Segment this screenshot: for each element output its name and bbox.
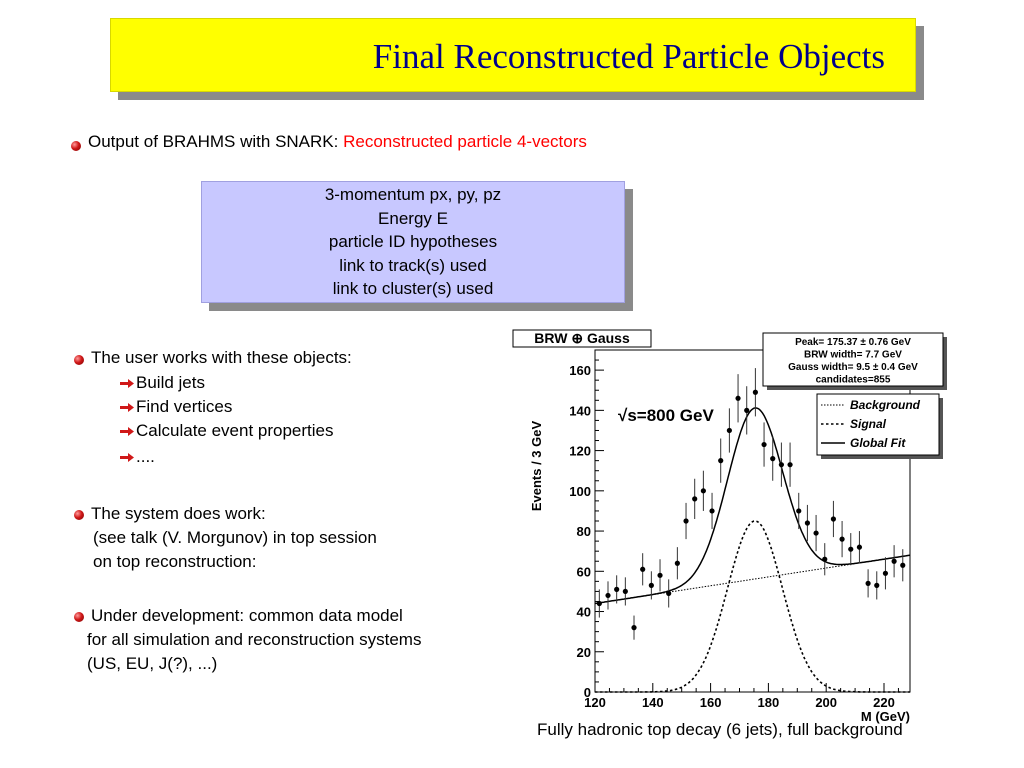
y-tick-label: 60 xyxy=(577,564,591,579)
data-point xyxy=(839,536,845,542)
data-point xyxy=(744,407,750,413)
box-line: Energy E xyxy=(378,208,448,228)
data-point xyxy=(631,625,637,631)
x-tick-label: 140 xyxy=(642,695,664,710)
data-point xyxy=(718,458,724,464)
slide-title: Final Reconstructed Particle Objects xyxy=(372,37,885,76)
data-point xyxy=(640,566,646,572)
signal-curve xyxy=(595,520,910,693)
stats-line: candidates=855 xyxy=(816,375,891,386)
sub-bullet-arrow-icon xyxy=(120,427,134,436)
legend-label: Background xyxy=(850,398,921,412)
data-point xyxy=(674,560,680,566)
data-point xyxy=(874,582,880,588)
bullet-system-line1: The system does work: xyxy=(91,504,266,523)
data-point xyxy=(735,395,741,401)
bullet-user-text: The user works with these objects: xyxy=(91,348,352,367)
bullet-system-line3: on top reconstruction: xyxy=(93,552,257,571)
sub-item-event-properties: Calculate event properties xyxy=(136,421,334,440)
bullet-system-line2: (see talk (V. Morgunov) in top session xyxy=(93,528,377,547)
data-point xyxy=(882,570,889,576)
data-point xyxy=(700,488,706,494)
global-fit-curve xyxy=(594,407,911,605)
x-tick-label: 160 xyxy=(700,695,722,710)
bullet-icon xyxy=(74,510,84,520)
chart-title-box xyxy=(512,329,652,348)
legend-label: Global Fit xyxy=(850,436,906,450)
box-line: 3-momentum px, py, pz xyxy=(324,185,502,204)
data-point xyxy=(804,520,811,526)
sub-bullet-arrow-icon xyxy=(120,379,134,388)
data-point xyxy=(778,462,784,468)
chart-caption: Fully hadronic top decay (6 jets), full … xyxy=(537,720,903,739)
data-point xyxy=(726,427,732,434)
y-tick-label: 40 xyxy=(577,605,591,620)
bullet-icon xyxy=(74,355,84,365)
stats-line: BRW width= 7.7 GeV xyxy=(804,350,902,361)
data-point xyxy=(596,600,602,607)
data-point xyxy=(770,456,776,462)
stats-line: Gauss width= 9.5 ± 0.4 GeV xyxy=(788,362,918,373)
bullet-development-line3: (US, EU, J(?), ...) xyxy=(87,654,218,673)
data-point xyxy=(605,592,611,599)
data-point xyxy=(830,516,837,522)
box-line: link to track(s) used xyxy=(339,255,487,275)
data-point xyxy=(822,556,828,562)
bullet-icon xyxy=(71,141,81,151)
data-point xyxy=(761,441,767,448)
data-point xyxy=(648,582,654,588)
y-tick-label: 80 xyxy=(577,524,591,539)
data-point xyxy=(787,462,793,468)
y-tick-label: 160 xyxy=(569,363,591,378)
sub-bullet-arrow-icon xyxy=(120,403,134,412)
title-banner: Final Reconstructed Particle Objects xyxy=(110,18,916,92)
data-point xyxy=(692,496,698,502)
data-point xyxy=(614,586,620,592)
background-curve xyxy=(594,554,911,604)
bullet-development-line2: for all simulation and reconstruction sy… xyxy=(87,630,422,649)
legend-label: Signal xyxy=(850,417,887,431)
y-tick-label: 120 xyxy=(569,444,591,459)
sub-item-find-vertices: Find vertices xyxy=(136,397,233,416)
x-tick-label: 120 xyxy=(584,695,606,710)
sub-bullet-arrow-icon xyxy=(120,453,134,462)
data-point xyxy=(865,580,871,586)
x-tick-label: 180 xyxy=(758,695,780,710)
sub-item-build-jets: Build jets xyxy=(136,373,205,392)
y-tick-label: 20 xyxy=(577,645,591,660)
bullet-output-highlight: Reconstructed particle 4-vectors xyxy=(343,132,587,151)
x-axis-label: M (GeV) xyxy=(861,709,910,724)
mass-histogram-chart: BRW ⊕ Gauss Peak= 175.37 ± 0.76 GeV BRW wi… xyxy=(512,329,947,724)
data-point xyxy=(657,572,663,578)
bullet-output-text: Output of BRAHMS with SNARK: xyxy=(88,132,344,151)
bullet-development-line1: Under development: common data model xyxy=(91,606,403,625)
stats-line: Peak= 175.37 ± 0.76 GeV xyxy=(795,337,911,348)
y-axis-label: Events / 3 GeV xyxy=(529,421,544,512)
y-tick-label: 0 xyxy=(584,685,591,700)
data-point xyxy=(796,508,802,514)
bullet-icon xyxy=(74,612,84,622)
bullet-output-line: Output of BRAHMS with SNARK: Reconstruct… xyxy=(88,130,587,154)
sqrt-s-annotation: √s=800 GeV xyxy=(618,406,714,425)
data-point xyxy=(683,518,689,524)
sub-item-more: .... xyxy=(136,447,155,466)
y-tick-label: 140 xyxy=(569,403,591,418)
data-point xyxy=(900,562,906,568)
stats-box xyxy=(762,332,944,387)
chart-title: BRW ⊕ Gauss xyxy=(534,330,630,346)
data-point xyxy=(891,558,897,564)
data-point xyxy=(666,590,672,597)
y-tick-label: 100 xyxy=(569,484,591,499)
data-point xyxy=(752,389,758,395)
data-point xyxy=(848,546,854,552)
data-point xyxy=(709,508,715,514)
fourvector-box: 3-momentum px, py, pz Energy E particle … xyxy=(201,181,625,303)
data-point xyxy=(813,530,819,536)
x-tick-label: 220 xyxy=(873,695,895,710)
data-point xyxy=(856,544,863,550)
box-line: particle ID hypotheses xyxy=(328,232,498,251)
data-point xyxy=(622,588,628,595)
box-line: link to cluster(s) used xyxy=(332,279,494,298)
x-tick-label: 200 xyxy=(815,695,837,710)
